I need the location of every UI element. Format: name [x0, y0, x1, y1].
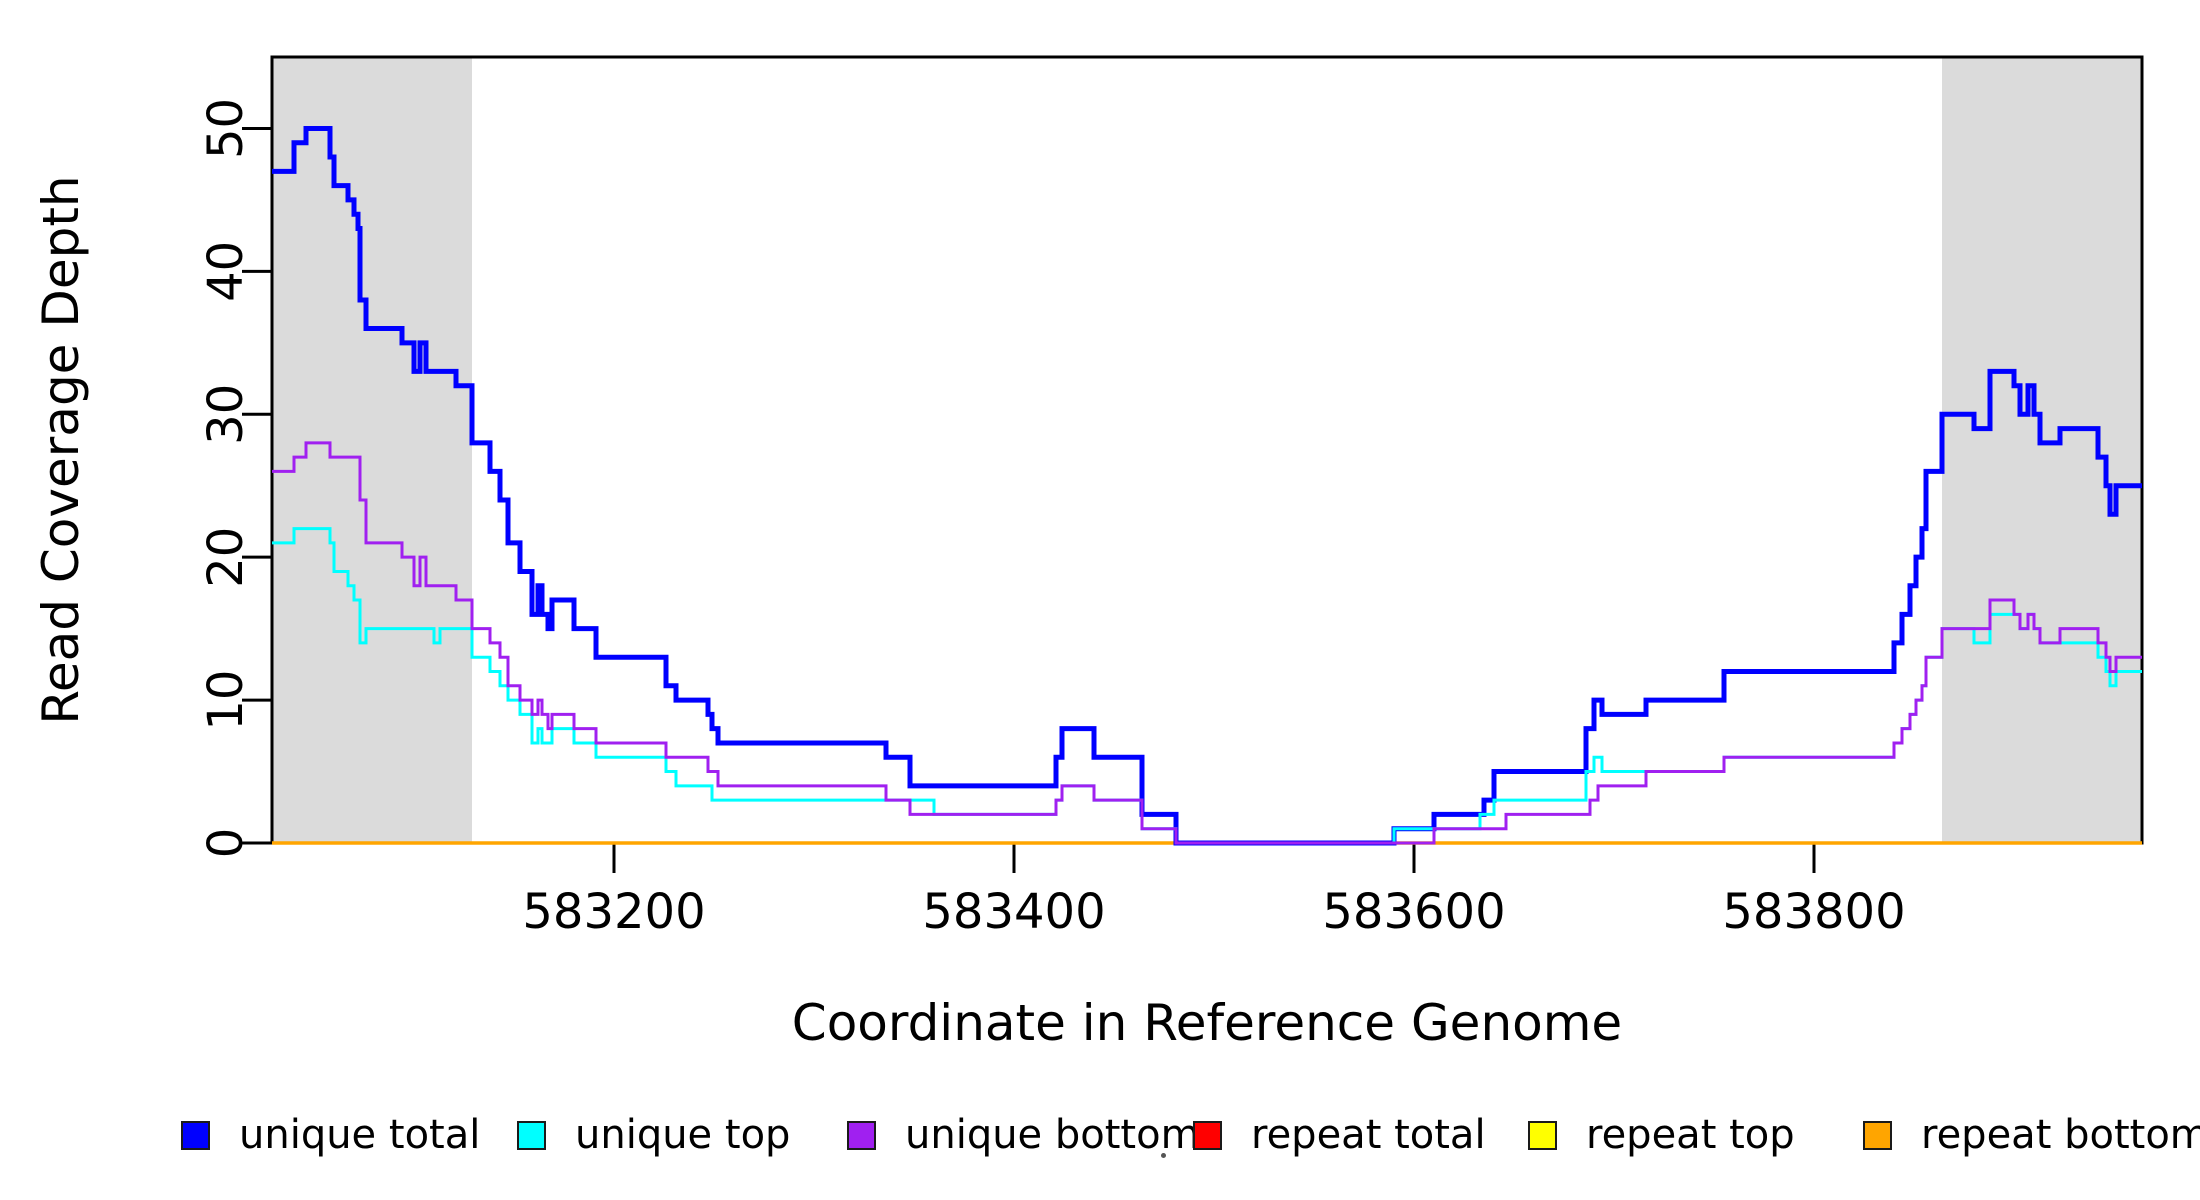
y-tick-label: 20	[198, 527, 254, 588]
repeat-bottom-swatch-icon	[1863, 1120, 1892, 1150]
series-unique-bottom	[272, 441, 2142, 845]
y-tick-label: 40	[198, 241, 254, 302]
shaded-region-right	[1942, 57, 2142, 843]
y-tick-label: 10	[198, 670, 254, 731]
legend-item-repeat-total: repeat total	[1193, 1112, 1486, 1158]
legend-label: unique bottom	[905, 1112, 1200, 1158]
y-tick-label: 30	[198, 384, 254, 445]
x-tick-label: 583800	[1722, 884, 1905, 940]
legend-label: repeat top	[1586, 1112, 1795, 1158]
legend-item-repeat-top: repeat top	[1528, 1112, 1795, 1158]
repeat-top-swatch-icon	[1528, 1120, 1557, 1150]
unique-top-swatch-icon	[517, 1120, 546, 1150]
legend-item-unique-total: unique total	[181, 1112, 481, 1158]
x-tick-label: 583600	[1322, 884, 1505, 940]
y-axis-title: Read Coverage Depth	[32, 175, 90, 724]
legend-item-repeat-bottom: repeat bottom	[1863, 1112, 2200, 1158]
unique-bottom-swatch-icon	[847, 1120, 876, 1150]
legend-item-unique-top: unique top	[517, 1112, 791, 1158]
series-unique-total	[272, 125, 2142, 846]
repeat-total-swatch-icon	[1193, 1120, 1222, 1150]
legend-item-unique-bottom: unique bottom	[847, 1112, 1200, 1158]
legend-label: unique total	[239, 1112, 481, 1158]
legend-label: repeat bottom	[1921, 1112, 2200, 1158]
series-unique-top	[272, 527, 2142, 845]
y-tick-label: 50	[198, 98, 254, 159]
shaded-region-left	[272, 57, 472, 843]
stray-dot	[1161, 1153, 1166, 1158]
y-tick-label: 0	[198, 828, 254, 859]
unique-total-swatch-icon	[181, 1120, 210, 1150]
x-tick-label: 583400	[922, 884, 1105, 940]
legend-label: unique top	[575, 1112, 791, 1158]
x-tick-label: 583200	[522, 884, 705, 940]
legend-label: repeat total	[1251, 1112, 1486, 1158]
x-axis-title: Coordinate in Reference Genome	[792, 994, 1622, 1052]
